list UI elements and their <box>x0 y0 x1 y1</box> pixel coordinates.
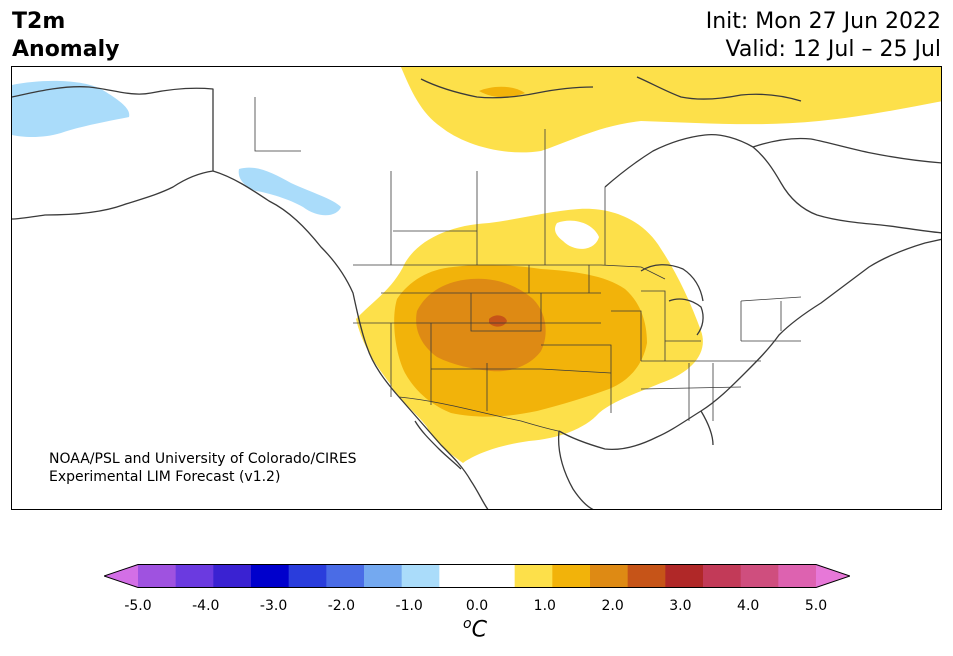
map-title: T2m Anomaly <box>12 8 119 64</box>
warm-anomaly-arctic-patch <box>793 107 841 120</box>
colorbar-tick-label: 3.0 <box>669 598 692 614</box>
colorbar-swatch <box>138 564 177 588</box>
warm-anomaly-core <box>489 315 507 327</box>
colorbar-swatch <box>288 564 327 588</box>
warm-anomaly-arctic <box>401 67 941 153</box>
forecast-credit: NOAA/PSL and University of Colorado/CIRE… <box>49 450 357 486</box>
colorbar-swatch <box>590 564 629 588</box>
colorbar-ticks: -5.0 -4.0 -3.0 -2.0 -1.0 0.0 1.0 2.0 3.0 4.0 5.0 <box>0 598 953 618</box>
colorbar-swatch <box>514 564 553 588</box>
colorbar-tick-label: 4.0 <box>737 598 760 614</box>
colorbar-tick-label: 1.0 <box>533 598 556 614</box>
colorbar-tick-label: -1.0 <box>395 598 423 614</box>
unit-label: oC <box>463 616 487 642</box>
warm-anomaly-arctic-core <box>479 86 525 98</box>
anomaly-map <box>12 67 941 509</box>
colorbar-swatch <box>627 564 666 588</box>
colorbar-extend-low <box>104 564 138 588</box>
colorbar-swatch <box>477 564 516 588</box>
colorbar-tick-label: -3.0 <box>259 598 288 614</box>
init-date: Init: Mon 27 Jun 2022 <box>705 9 941 34</box>
colorbar-swatch <box>439 564 478 588</box>
colorbar-tick-label: -4.0 <box>192 598 220 614</box>
colorbar-swatch <box>326 564 365 588</box>
title-line-1: T2m <box>12 9 66 34</box>
colorbar-swatch <box>552 564 591 588</box>
colorbar-tick-label: 0.0 <box>465 598 489 614</box>
colorbar-swatch <box>251 564 290 588</box>
colorbar-swatch <box>778 564 817 588</box>
warm-anomaly-gap <box>555 220 599 249</box>
colorbar-extend-high <box>816 564 850 588</box>
valid-range: Valid: 12 Jul – 25 Jul <box>725 37 941 62</box>
colorbar-swatch <box>740 564 779 588</box>
cool-anomaly-bc-coast <box>238 167 341 216</box>
colorbar-swatch <box>665 564 704 588</box>
colorbar-tick-label: 5.0 <box>804 598 828 614</box>
credit-line-2: Experimental LIM Forecast (v1.2) <box>49 469 281 485</box>
colorbar-swatch <box>213 564 252 588</box>
colorbar <box>104 564 850 588</box>
colorbar-swatch <box>175 564 214 588</box>
colorbar-outline <box>104 564 850 588</box>
colorbar-swatch <box>703 564 742 588</box>
colorbar-swatch <box>401 564 440 588</box>
political-borders <box>212 89 802 432</box>
coastlines <box>12 76 941 509</box>
degree-symbol: o <box>463 616 472 632</box>
unit-letter: C <box>471 617 487 643</box>
map-panel <box>11 66 942 510</box>
colorbar-tick-label: 2.0 <box>601 598 624 614</box>
title-line-2: Anomaly <box>12 37 120 62</box>
warm-anomaly-dark-orange <box>416 278 546 372</box>
credit-line-1: NOAA/PSL and University of Colorado/CIRE… <box>49 451 357 467</box>
cool-anomaly-alaska <box>12 80 130 137</box>
colorbar-tick-label: -5.0 <box>124 598 152 614</box>
colorbar-tick-label: -2.0 <box>327 598 356 614</box>
colorbar-swatch <box>364 564 403 588</box>
forecast-dates: Init: Mon 27 Jun 2022 Valid: 12 Jul – 25… <box>706 8 941 64</box>
